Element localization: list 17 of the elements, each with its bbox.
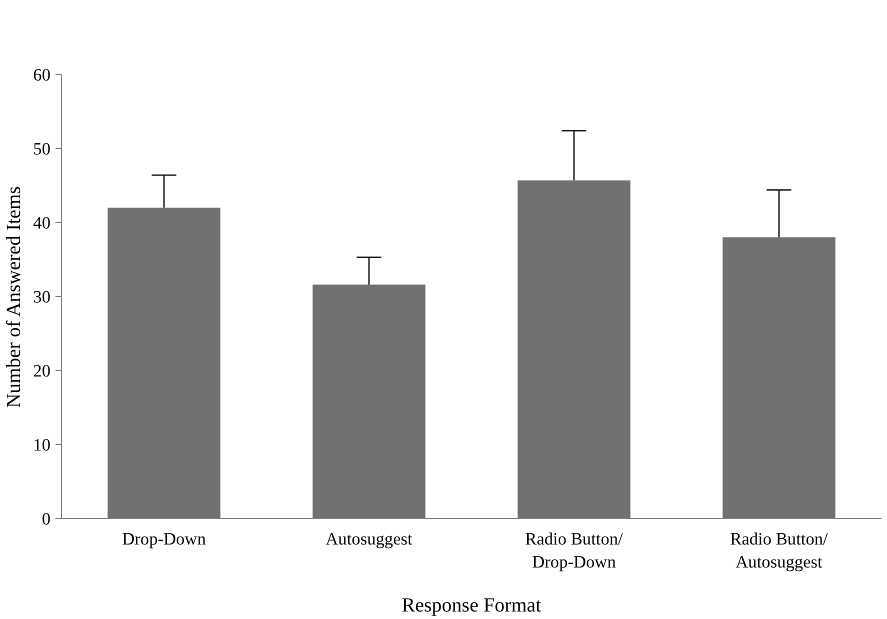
x-tick-label: Autosuggest [326, 530, 413, 548]
y-tick-label: 60 [33, 66, 50, 84]
y-tick-label: 40 [33, 214, 50, 232]
y-tick-label: 30 [33, 288, 50, 306]
y-tick-label: 10 [33, 436, 50, 454]
bar [312, 284, 426, 518]
y-axis-title: Number of Answered Items [3, 186, 26, 408]
bar [108, 208, 220, 518]
x-tick-label: Radio Button/ Autosuggest [730, 530, 828, 572]
bar [518, 180, 630, 518]
x-axis-title: Response Format [402, 594, 542, 616]
bar [722, 237, 836, 518]
x-tick-label: Radio Button/ Drop-Down [525, 530, 624, 572]
y-tick-label: 20 [33, 362, 50, 380]
y-tick-label: 0 [42, 510, 51, 528]
y-tick-label: 50 [33, 140, 50, 158]
x-tick-label: Drop-Down [122, 530, 206, 548]
